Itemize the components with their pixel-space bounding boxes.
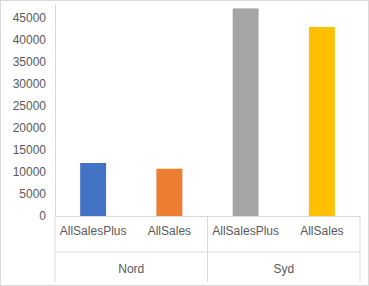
y-tick: 25000 bbox=[13, 99, 55, 113]
y-tick: 40000 bbox=[13, 33, 55, 47]
x-tick-label: AllSalesPlus bbox=[212, 224, 279, 238]
y-tick: 45000 bbox=[13, 11, 55, 25]
y-tick-label: 0 bbox=[39, 209, 46, 223]
x-tick-label: AllSalesPlus bbox=[60, 224, 127, 238]
plot: 0 5000 10000 15000 20000 25000 30000 35000 40000… bbox=[13, 5, 361, 283]
group-label: Nord bbox=[118, 262, 144, 276]
x-tick: AllSales bbox=[148, 216, 191, 238]
x-tick-label: AllSales bbox=[148, 224, 191, 238]
y-tick-label: 30000 bbox=[13, 77, 47, 91]
y-tick: 30000 bbox=[13, 77, 55, 91]
y-tick-label: 15000 bbox=[13, 143, 47, 157]
chart: 0 5000 10000 15000 20000 25000 30000 35000 40000… bbox=[0, 0, 369, 286]
y-tick-label: 45000 bbox=[13, 11, 47, 25]
chart-frame bbox=[1, 1, 369, 286]
y-tick-label: 20000 bbox=[13, 121, 47, 135]
y-axis: 0 5000 10000 15000 20000 25000 30000 35000 40000… bbox=[13, 5, 56, 224]
y-tick-label: 10000 bbox=[13, 165, 47, 179]
group-divider bbox=[360, 216, 361, 282]
bar bbox=[156, 169, 182, 216]
y-tick-label: 5000 bbox=[19, 187, 46, 201]
y-tick: 0 bbox=[39, 209, 55, 223]
y-tick: 20000 bbox=[13, 121, 55, 135]
y-tick: 10000 bbox=[13, 165, 55, 179]
y-tick-label: 25000 bbox=[13, 99, 47, 113]
y-tick-label: 35000 bbox=[13, 55, 47, 69]
group-axis: Nord Syd bbox=[55, 216, 360, 282]
group-divider bbox=[55, 216, 56, 282]
x-tick: AllSalesPlus bbox=[212, 216, 279, 238]
bars bbox=[80, 8, 335, 216]
group-label: Syd bbox=[273, 262, 294, 276]
y-tick: 5000 bbox=[19, 187, 55, 201]
bar bbox=[309, 27, 335, 216]
bar bbox=[80, 163, 106, 216]
y-tick-label: 40000 bbox=[13, 33, 47, 47]
y-axis-line bbox=[55, 5, 56, 217]
group-divider bbox=[207, 216, 208, 282]
x-tick-label: AllSales bbox=[300, 224, 343, 238]
x-tick: AllSales bbox=[300, 216, 343, 238]
y-tick: 15000 bbox=[13, 143, 55, 157]
x-tick: AllSalesPlus bbox=[60, 216, 127, 238]
y-tick: 35000 bbox=[13, 55, 55, 69]
bar bbox=[233, 8, 259, 216]
